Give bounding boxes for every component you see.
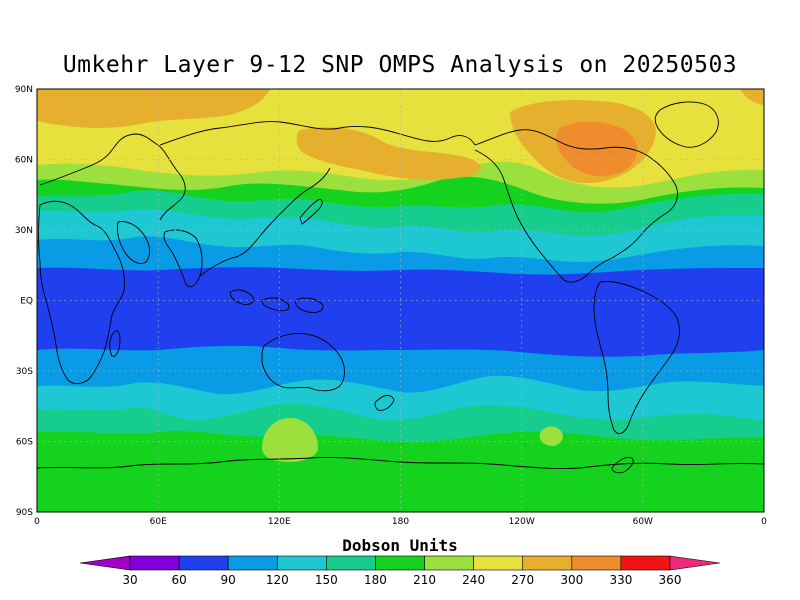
colorbar-swatch [79, 555, 131, 571]
colorbar-swatch [571, 555, 622, 571]
ozone-field [37, 89, 764, 512]
colorbar-tick-label: 150 [315, 573, 338, 587]
coast-madagascar [109, 330, 121, 357]
lat-tick-label: 30N [15, 226, 33, 236]
coast-new-zealand [374, 395, 395, 411]
band-c270-north-east [740, 89, 764, 105]
colorbar-swatch [227, 555, 278, 571]
colorbar-swatch [424, 555, 474, 571]
map-frame [36, 88, 765, 513]
lon-tick-label: 60W [633, 517, 653, 527]
colorbar-swatch [473, 555, 524, 571]
colorbar-swatches [79, 555, 721, 571]
lat-axis: 90N 60N 30N EQ 30S 60S 90S [15, 85, 33, 518]
colorbar-tick-label: 30 [122, 573, 137, 587]
lon-tick-label: 0 [761, 517, 767, 527]
lon-tick-label: 0 [34, 517, 40, 527]
lat-tick-label: 90S [16, 508, 33, 518]
colorbar-labels: 30 60 90 120 150 180 210 240 270 300 330 360 [122, 573, 681, 587]
lon-axis: 0 60E 120E 180 120W 60W 0 [34, 517, 767, 527]
colorbar-tick-label: 360 [659, 573, 682, 587]
coast-greenland [654, 101, 719, 148]
colorbar-swatch [620, 555, 671, 571]
ozone-map: 90N 60N 30N EQ 30S 60S 90S 0 60E 120E 18… [15, 85, 767, 527]
colorbar-tick-label: 90 [221, 573, 236, 587]
colorbar-swatch [178, 555, 229, 571]
coast-north-america [474, 129, 679, 283]
coast-indonesia [229, 289, 324, 313]
coast-arabia [117, 221, 151, 265]
coast-antarctic-peninsula [611, 457, 634, 474]
colorbar-tick-label: 210 [413, 573, 436, 587]
band-c270-north-asia [37, 89, 270, 128]
coast-south-america [593, 281, 680, 434]
band-c270-north-pacific [296, 127, 481, 180]
lat-tick-label: 90N [15, 85, 33, 95]
colorbar-tick-label: 300 [560, 573, 583, 587]
lon-tick-label: 60E [150, 517, 167, 527]
lon-tick-label: 120W [509, 517, 535, 527]
band-c180-south [37, 431, 764, 512]
coast-japan [299, 199, 323, 225]
colorbar-title: Dobson Units [342, 536, 458, 555]
lat-tick-label: 30S [16, 367, 33, 377]
colorbar-swatch [375, 555, 425, 571]
coast-asia-north [159, 121, 476, 146]
coast-east-asia [199, 167, 331, 277]
coast-africa [38, 200, 125, 385]
colorbar-swatch [669, 555, 721, 571]
lat-tick-label: 60S [16, 438, 33, 448]
colorbar-tick-label: 120 [266, 573, 289, 587]
band-c210-antarctic-east [539, 426, 563, 446]
lat-tick-label: 60N [15, 156, 33, 166]
colorbar-swatch [326, 555, 376, 571]
lat-tick-label: EQ [20, 297, 33, 307]
colorbar-tick-label: 60 [171, 573, 186, 587]
colorbar-swatch [522, 555, 573, 571]
lon-tick-label: 120E [268, 517, 291, 527]
colorbar-swatch [129, 555, 180, 571]
band-c210-antarctic-pacific [262, 418, 318, 462]
coast-australia [261, 333, 345, 392]
colorbar-tick-label: 240 [462, 573, 485, 587]
colorbar-swatch [276, 555, 327, 571]
coast-india [163, 229, 203, 288]
grid [37, 89, 764, 512]
lon-tick-label: 180 [392, 517, 409, 527]
colorbar-tick-label: 330 [609, 573, 632, 587]
coast-europe [39, 133, 186, 221]
colorbar-tick-label: 180 [364, 573, 387, 587]
colorbar-tick-label: 270 [511, 573, 534, 587]
map-title: Umkehr Layer 9-12 SNP OMPS Analysis on 2… [62, 52, 738, 78]
